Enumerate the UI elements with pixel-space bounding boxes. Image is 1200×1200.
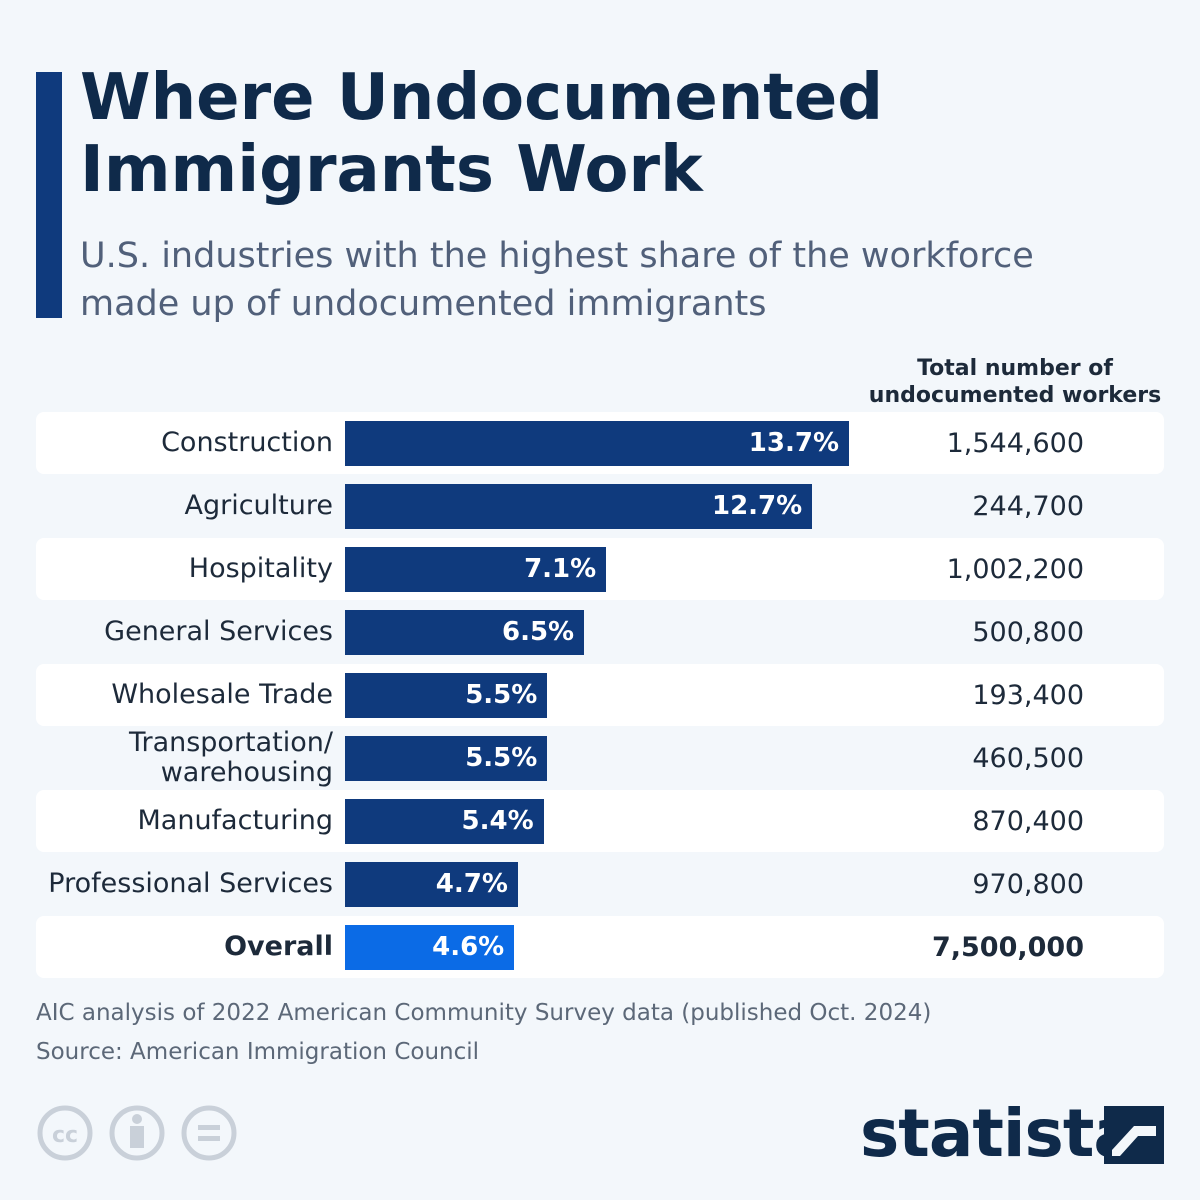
accent-bar: [36, 72, 62, 318]
category-label: Overall: [224, 931, 333, 962]
total-value: 970,800: [972, 868, 1084, 900]
value-label: 5.5%: [465, 742, 538, 773]
value-label: 7.1%: [524, 553, 597, 584]
value-label: 4.6%: [432, 931, 505, 962]
bar: 12.7%: [345, 483, 813, 529]
chart-title: Where Undocumented Immigrants Work: [80, 61, 884, 207]
category-label: Professional Services: [48, 868, 333, 899]
bar: 6.5%: [345, 609, 585, 655]
total-value: 1,002,200: [946, 553, 1084, 585]
note: AIC analysis of 2022 American Community …: [36, 1000, 932, 1026]
bar: 5.4%: [345, 798, 544, 844]
total-value: 7,500,000: [931, 931, 1084, 963]
total-value: 244,700: [972, 490, 1084, 522]
row-background: [36, 790, 1164, 852]
column-header: Total number of undocumented workers: [868, 356, 1162, 408]
total-value: 1,544,600: [946, 427, 1084, 459]
category-label: Agriculture: [184, 490, 334, 521]
source: Source: American Immigration Council: [36, 1039, 480, 1065]
value-label: 12.7%: [712, 490, 803, 521]
row-background: [36, 664, 1164, 726]
category-label: Wholesale Trade: [111, 679, 333, 710]
value-label: 5.4%: [461, 805, 534, 836]
value-label: 13.7%: [748, 427, 839, 458]
brand: statista: [860, 1095, 1138, 1172]
value-label: 5.5%: [465, 679, 538, 710]
total-value: 870,400: [972, 805, 1084, 837]
bar: 7.1%: [345, 546, 607, 592]
bar: 4.7%: [345, 861, 518, 907]
category-label: General Services: [104, 616, 333, 647]
bar: 5.5%: [345, 672, 548, 718]
brand-logo: [1104, 1106, 1164, 1164]
chart-subtitle: U.S. industries with the highest share o…: [80, 236, 1034, 324]
bar: 13.7%: [345, 420, 849, 466]
row-background: [36, 916, 1164, 978]
license-icons: cc: [37, 1105, 237, 1161]
category-label: Manufacturing: [137, 805, 333, 836]
bar: 4.6%: [345, 924, 515, 970]
bar: 5.5%: [345, 735, 548, 781]
category-label: Hospitality: [188, 553, 333, 584]
total-value: 460,500: [972, 742, 1084, 774]
total-value: 500,800: [972, 616, 1084, 648]
category-label: Construction: [161, 427, 333, 458]
total-value: 193,400: [972, 679, 1084, 711]
value-label: 4.7%: [435, 868, 508, 899]
value-label: 6.5%: [502, 616, 575, 647]
svg-text:cc: cc: [52, 1123, 78, 1148]
category-label: Transportation/ warehousing: [128, 727, 333, 788]
